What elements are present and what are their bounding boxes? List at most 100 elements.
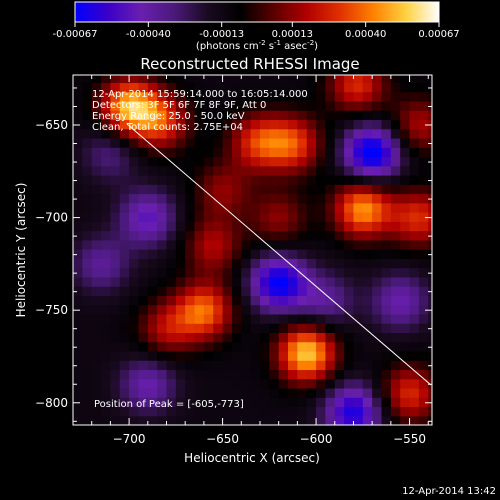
heatmap-cell <box>82 350 93 361</box>
heatmap-cell <box>269 184 280 195</box>
heatmap-cell <box>306 212 317 222</box>
heatmap-cell <box>278 156 289 167</box>
heatmap-cell <box>288 360 298 371</box>
heatmap-cell <box>372 350 383 361</box>
heatmap-cell <box>110 249 121 259</box>
heatmap-cell <box>231 75 242 84</box>
heatmap-cell <box>362 415 373 425</box>
heatmap-cell <box>147 82 158 93</box>
heatmap-cell <box>157 406 168 417</box>
heatmap-cell <box>278 137 289 148</box>
heatmap-cell <box>166 91 177 102</box>
heatmap-cell <box>278 212 289 222</box>
x-tick-label: −600 <box>300 432 333 446</box>
heatmap-cell <box>91 360 102 371</box>
heatmap-cell <box>185 128 196 139</box>
heatmap-cell <box>185 369 196 380</box>
heatmap-cell <box>390 221 401 232</box>
heatmap-cell <box>259 128 270 139</box>
heatmap-cell <box>241 128 252 139</box>
annotation-energy-range: Energy Range: 25.0 - 50.0 keV <box>92 111 245 122</box>
heatmap-cell <box>138 258 149 269</box>
heatmap-cell <box>82 249 93 259</box>
heatmap-cell <box>400 304 411 315</box>
heatmap-cell <box>325 415 336 425</box>
colorbar-tick-label: 0.00067 <box>418 29 459 40</box>
colorbar-unit-label: (photons cm-2 s-1 asec-2) <box>196 39 318 52</box>
colorbar-tick-label: 0.00013 <box>272 29 313 40</box>
heatmap-cell <box>428 323 432 334</box>
heatmap-cell <box>250 286 261 296</box>
heatmap-cell <box>316 415 327 425</box>
heatmap-cell <box>316 202 327 213</box>
heatmap-cell <box>241 276 252 287</box>
heatmap-cell <box>110 378 121 389</box>
heatmap-cell <box>222 156 233 167</box>
heatmap-cell <box>166 128 177 139</box>
heatmap-cell <box>203 212 214 222</box>
footer-timestamp: 12-Apr-2014 13:42 <box>402 486 496 497</box>
heatmap-cell <box>250 221 261 232</box>
heatmap-cell <box>344 286 355 296</box>
heatmap-cell <box>129 184 140 195</box>
heatmap-cell <box>241 415 252 425</box>
heatmap-cell <box>372 341 383 352</box>
heatmap-cell <box>334 110 345 121</box>
heatmap-cell <box>203 332 214 343</box>
heatmap-cell <box>129 91 140 102</box>
heatmap-cell <box>316 230 327 241</box>
heatmap-cell <box>250 304 261 315</box>
heatmap-cell <box>175 119 186 130</box>
heatmap-cell <box>334 332 345 343</box>
heatmap-cell <box>91 267 102 278</box>
heatmap-cell <box>110 221 121 232</box>
heatmap-cell <box>166 360 177 371</box>
heatmap-cell <box>129 286 140 296</box>
heatmap-cell <box>334 415 345 425</box>
heatmap-cell <box>278 286 289 296</box>
heatmap-cell <box>269 221 280 232</box>
heatmap-cell <box>306 100 317 111</box>
heatmap-cell <box>297 295 308 306</box>
heatmap-cell <box>362 313 373 324</box>
heatmap-cell <box>269 110 280 121</box>
heatmap-cell <box>222 276 233 287</box>
heatmap-cell <box>110 304 121 315</box>
heatmap-cell <box>138 286 149 296</box>
heatmap-cell <box>101 175 111 185</box>
heatmap-cell <box>325 387 336 398</box>
heatmap-cell <box>316 137 327 148</box>
heatmap-cell <box>344 378 355 389</box>
heatmap-cell <box>101 119 111 130</box>
heatmap-cell <box>175 406 186 417</box>
heatmap-cell <box>297 406 308 417</box>
heatmap-cell <box>269 369 280 380</box>
heatmap-cell <box>157 350 168 361</box>
heatmap-cell <box>166 332 177 343</box>
heatmap-cell <box>203 267 214 278</box>
heatmap-cell <box>334 323 345 334</box>
heatmap-cell <box>129 406 140 417</box>
heatmap-cell <box>428 249 432 259</box>
heatmap-cell <box>82 100 93 111</box>
heatmap-cell <box>428 165 432 176</box>
heatmap-cell <box>203 156 214 167</box>
heatmap-cell <box>250 100 261 111</box>
heatmap-cell <box>344 175 355 185</box>
heatmap-cell <box>381 75 392 84</box>
heatmap-cell <box>278 276 289 287</box>
heatmap-cell <box>110 286 121 296</box>
heatmap-cell <box>306 184 317 195</box>
heatmap-cell <box>138 415 149 425</box>
heatmap-cell <box>316 175 327 185</box>
heatmap-cell <box>381 378 392 389</box>
heatmap-cell <box>101 239 111 250</box>
heatmap-cell <box>175 397 186 408</box>
heatmap-cell <box>241 156 252 167</box>
heatmap-cell <box>259 137 270 148</box>
heatmap-cell <box>241 295 252 306</box>
heatmap-cell <box>250 147 261 158</box>
heatmap-cell <box>185 184 196 195</box>
heatmap-cell <box>381 128 392 139</box>
heatmap-cell <box>372 165 383 176</box>
